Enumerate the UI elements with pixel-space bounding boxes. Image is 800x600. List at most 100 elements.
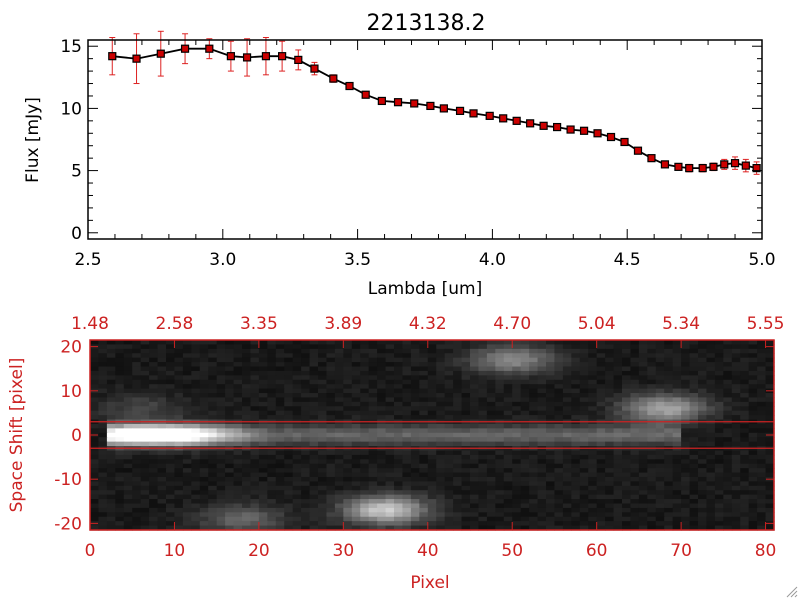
heatmap-pixel bbox=[334, 340, 344, 346]
heatmap-pixel bbox=[655, 525, 665, 531]
heatmap-pixel bbox=[512, 428, 522, 434]
heatmap-pixel bbox=[461, 375, 471, 381]
heatmap-pixel bbox=[275, 428, 285, 434]
heatmap-pixel bbox=[343, 344, 353, 350]
heatmap-pixel bbox=[90, 472, 100, 478]
heatmap-pixel bbox=[571, 463, 581, 469]
heatmap-pixel bbox=[115, 516, 125, 522]
heatmap-pixel bbox=[292, 340, 302, 346]
heatmap-pixel bbox=[765, 503, 775, 509]
heatmap-pixel bbox=[698, 468, 708, 474]
heatmap-pixel bbox=[478, 512, 488, 518]
heatmap-pixel bbox=[453, 353, 463, 359]
heatmap-pixel bbox=[267, 384, 277, 390]
heatmap-pixel bbox=[351, 459, 361, 465]
pixel-x-tick-label: 50 bbox=[501, 541, 523, 561]
heatmap-pixel bbox=[613, 490, 623, 496]
heatmap-pixel bbox=[267, 450, 277, 456]
heatmap-pixel bbox=[655, 507, 665, 513]
heatmap-pixel bbox=[318, 423, 328, 429]
heatmap-pixel bbox=[419, 401, 429, 407]
heatmap-pixel bbox=[622, 503, 632, 509]
resize-grip-icon[interactable] bbox=[784, 584, 798, 598]
heatmap-pixel bbox=[554, 525, 564, 531]
heatmap-pixel bbox=[174, 348, 184, 354]
heatmap-pixel bbox=[537, 415, 547, 421]
heatmap-pixel bbox=[453, 415, 463, 421]
heatmap-pixel bbox=[622, 481, 632, 487]
heatmap-pixel bbox=[267, 454, 277, 460]
spectrum-marks bbox=[108, 30, 761, 175]
heatmap-pixel bbox=[191, 362, 201, 368]
heatmap-pixel bbox=[106, 362, 116, 368]
heatmap-pixel bbox=[571, 406, 581, 412]
heatmap-pixel bbox=[419, 353, 429, 359]
heatmap-pixel bbox=[267, 362, 277, 368]
heatmap-pixel bbox=[537, 516, 547, 522]
heatmap-pixel bbox=[284, 516, 294, 522]
heatmap-pixel bbox=[495, 521, 505, 527]
heatmap-pixel bbox=[343, 437, 353, 443]
heatmap-pixel bbox=[292, 525, 302, 531]
heatmap-pixel bbox=[284, 353, 294, 359]
heatmap-pixel bbox=[689, 415, 699, 421]
heatmap-pixel bbox=[157, 375, 167, 381]
heatmap-pixel bbox=[292, 384, 302, 390]
heatmap-pixel bbox=[368, 406, 378, 412]
heatmap-pixel bbox=[166, 525, 176, 531]
heatmap-pixel bbox=[174, 521, 184, 527]
heatmap-pixel bbox=[140, 507, 150, 513]
heatmap-pixel bbox=[554, 463, 564, 469]
heatmap-pixel bbox=[351, 490, 361, 496]
heatmap-pixel bbox=[292, 362, 302, 368]
heatmap-pixel bbox=[723, 503, 733, 509]
heatmap-pixel bbox=[199, 512, 209, 518]
heatmap-pixel bbox=[453, 525, 463, 531]
heatmap-pixel bbox=[571, 340, 581, 346]
flux-data-point bbox=[512, 116, 521, 125]
heatmap-pixel bbox=[115, 401, 125, 407]
heatmap-pixel bbox=[495, 344, 505, 350]
heatmap-pixel bbox=[149, 353, 159, 359]
heatmap-pixel bbox=[444, 472, 454, 478]
heatmap-pixel bbox=[242, 472, 252, 478]
heatmap-pixel bbox=[689, 357, 699, 363]
heatmap-pixel bbox=[360, 485, 370, 491]
heatmap-pixel bbox=[98, 348, 108, 354]
heatmap-pixel bbox=[698, 415, 708, 421]
heatmap-pixel bbox=[419, 366, 429, 372]
heatmap-pixel bbox=[478, 353, 488, 359]
heatmap-pixel bbox=[309, 490, 319, 496]
heatmap-pixel bbox=[149, 437, 159, 443]
heatmap-pixel bbox=[292, 516, 302, 522]
heatmap-pixel bbox=[630, 437, 640, 443]
heatmap-pixel bbox=[630, 472, 640, 478]
heatmap-pixel bbox=[664, 397, 674, 403]
heatmap-pixel bbox=[225, 459, 235, 465]
heatmap-pixel bbox=[723, 393, 733, 399]
heatmap-pixel bbox=[233, 468, 243, 474]
heatmap-pixel bbox=[655, 476, 665, 482]
heatmap-pixel bbox=[284, 472, 294, 478]
heatmap-pixel bbox=[208, 499, 218, 505]
heatmap-pixel bbox=[698, 406, 708, 412]
heatmap-pixel bbox=[351, 481, 361, 487]
heatmap-pixel bbox=[301, 525, 311, 531]
heatmap-pixel bbox=[546, 463, 556, 469]
heatmap-pixel bbox=[664, 499, 674, 505]
heatmap-pixel bbox=[655, 406, 665, 412]
heatmap-pixel bbox=[334, 494, 344, 500]
wavelength-tick-label: 3.35 bbox=[240, 314, 278, 334]
heatmap-pixel bbox=[622, 428, 632, 434]
heatmap-pixel bbox=[351, 353, 361, 359]
heatmap-pixel bbox=[512, 441, 522, 447]
heatmap-pixel bbox=[571, 490, 581, 496]
heatmap-pixel bbox=[579, 512, 589, 518]
heatmap-pixel bbox=[706, 401, 716, 407]
heatmap-pixel bbox=[258, 463, 268, 469]
heatmap-pixel bbox=[326, 415, 336, 421]
heatmap-pixel bbox=[495, 450, 505, 456]
heatmap-pixel bbox=[149, 516, 159, 522]
heatmap-pixel bbox=[461, 499, 471, 505]
heatmap-pixel bbox=[546, 454, 556, 460]
